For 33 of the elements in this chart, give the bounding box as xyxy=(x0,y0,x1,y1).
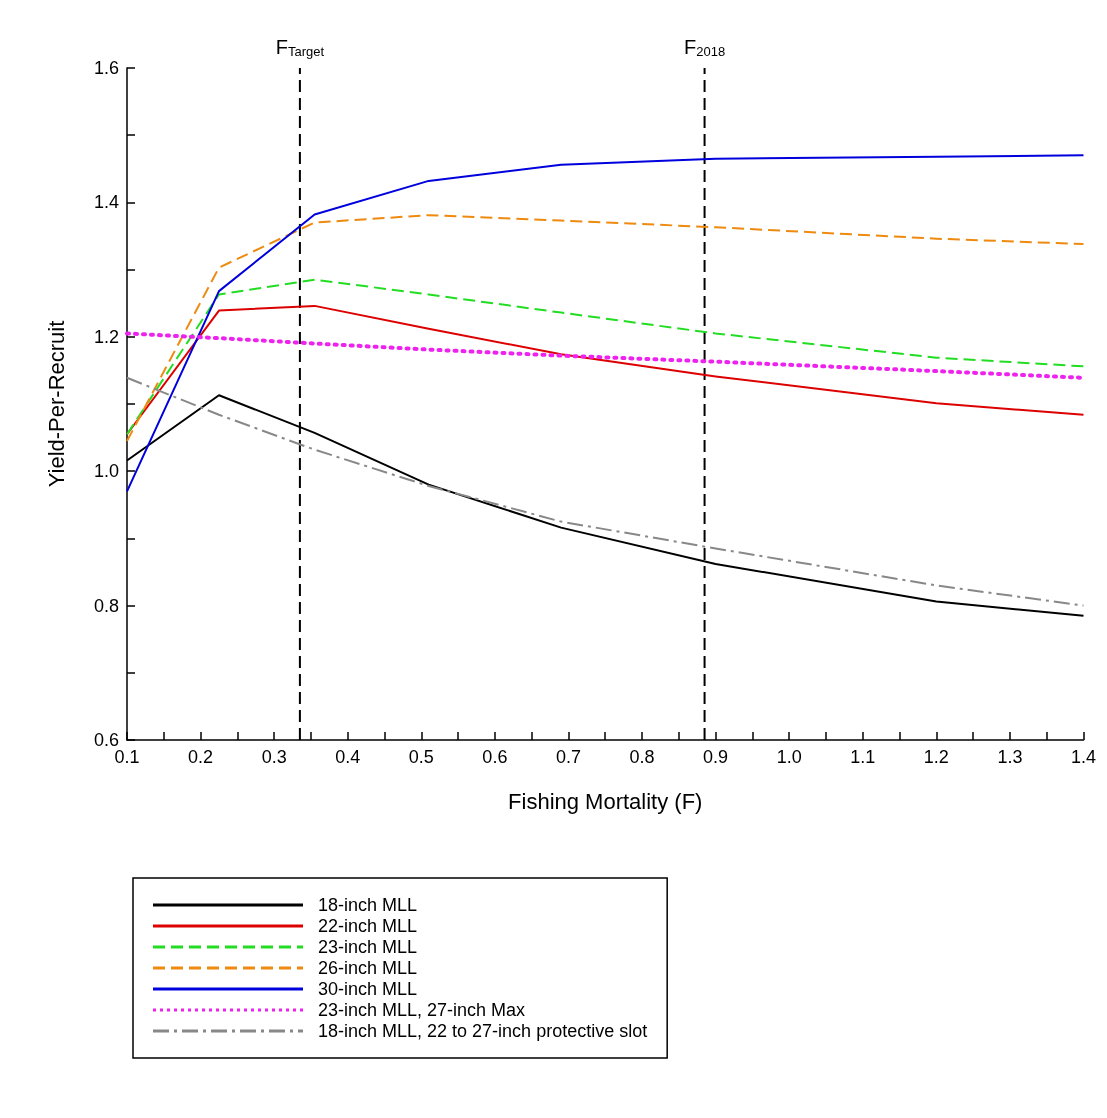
legend-label: 18-inch MLL xyxy=(318,895,418,915)
legend-label: 18-inch MLL, 22 to 27-inch protective slot xyxy=(318,1021,648,1041)
legend-label: 26-inch MLL xyxy=(318,958,418,978)
x-tick-label: 1.2 xyxy=(923,747,949,767)
y-tick-label: 1.6 xyxy=(93,58,119,78)
x-tick-label: 0.1 xyxy=(114,747,140,767)
x-tick-label: 0.8 xyxy=(629,747,655,767)
line-series xyxy=(126,154,1085,493)
legend-label: 30-inch MLL xyxy=(318,979,418,999)
line-series xyxy=(126,214,1085,442)
x-tick-label: 0.2 xyxy=(188,747,214,767)
legend-label: 22-inch MLL xyxy=(318,916,418,936)
legend-label: 23-inch MLL xyxy=(318,937,418,957)
x-tick-label: 0.9 xyxy=(703,747,729,767)
x-tick-label: 1.3 xyxy=(997,747,1023,767)
x-tick-label: 0.6 xyxy=(482,747,508,767)
line-series xyxy=(126,304,1085,436)
x-tick-label: 1.4 xyxy=(1070,747,1096,767)
y-tick-label: 1.4 xyxy=(93,192,119,213)
line-series xyxy=(126,278,1085,436)
x-tick-label: 0.3 xyxy=(261,747,287,767)
legend-label: 23-inch MLL, 27-inch Max xyxy=(318,1000,526,1020)
x-tick-label: 0.4 xyxy=(335,747,361,767)
y-axis-title: Yield-Per-Recruit xyxy=(43,320,69,488)
x-tick-label: 1.1 xyxy=(850,747,876,767)
x-axis-title: Fishing Mortality (F) xyxy=(508,788,703,814)
y-tick-label: 1.2 xyxy=(93,326,119,347)
y-tick-label: 1.0 xyxy=(93,461,119,482)
y-tick-label: 0.8 xyxy=(93,595,119,616)
x-tick-label: 0.7 xyxy=(555,747,581,767)
x-tick-label: 0.5 xyxy=(408,747,434,767)
x-tick-label: 1.0 xyxy=(776,747,802,767)
y-tick-label: 0.6 xyxy=(93,730,119,750)
